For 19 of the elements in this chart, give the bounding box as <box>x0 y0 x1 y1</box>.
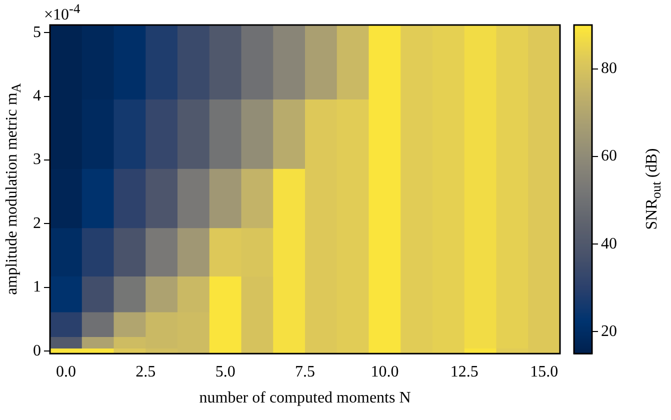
color-bar-label: 60 <box>601 148 617 165</box>
x-tick-label: 12.5 <box>450 363 478 380</box>
text: ×10$^{-4}$ <box>44 1 80 24</box>
x-tick-label: 7.5 <box>295 363 315 380</box>
color-bar-label: 80 <box>601 60 617 78</box>
color-bar-label: 20 <box>601 322 617 340</box>
color-bar-label: 40 <box>601 235 617 252</box>
y-tick-label: 2 <box>33 214 41 232</box>
y-tick-label: 4 <box>33 88 41 105</box>
x-tick-label: 2.5 <box>136 363 156 380</box>
x-tick-label: 0.0 <box>56 363 76 380</box>
x-tick-label: 5.0 <box>215 363 236 380</box>
y-tick-label: 1 <box>33 278 41 296</box>
x-tick-label: 15.0 <box>530 363 558 380</box>
y-tick-label: 0 <box>33 342 41 360</box>
x-tick-label: 10.0 <box>370 363 399 380</box>
x-axis-title: number of computed moments N <box>199 390 412 407</box>
y-tick-label: 3 <box>33 151 41 168</box>
y-tick-label: 5 <box>33 24 41 41</box>
